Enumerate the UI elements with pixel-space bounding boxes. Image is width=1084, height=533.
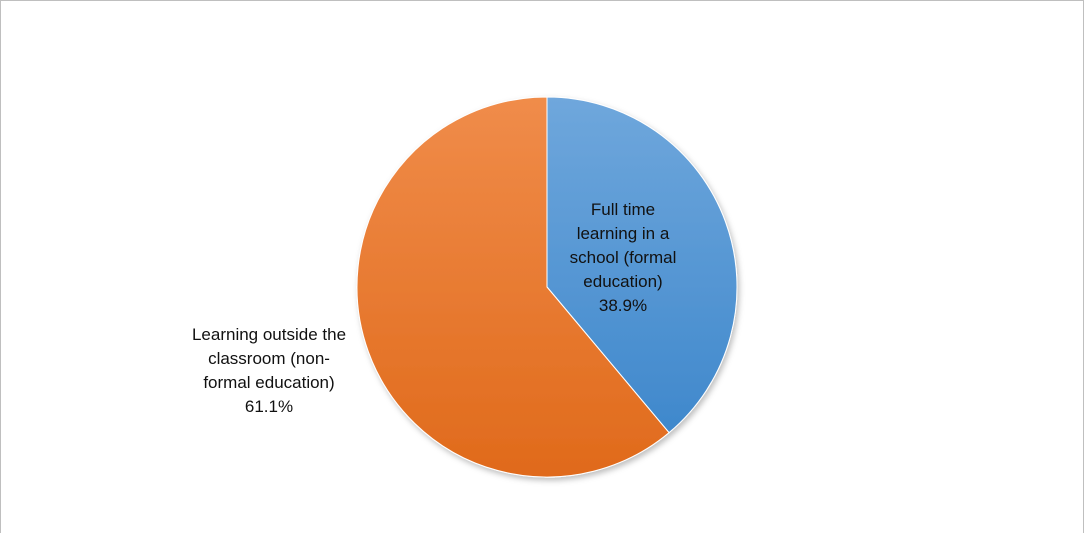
slice-label-line: classroom (non- (208, 349, 330, 368)
pie-slice-1 (356, 96, 670, 478)
slice-label-1: Learning outside the classroom (non-forma… (192, 325, 346, 416)
slice-label-line: education) (583, 272, 662, 291)
pie-slice-0 (546, 96, 738, 434)
slice-label-line: formal education) (203, 373, 334, 392)
slice-value-label-0: 38.9% (599, 296, 647, 315)
slice-label-0: Full time learning in a school (formal educ… (570, 200, 677, 315)
slice-label-line: learning in a (577, 224, 670, 243)
slice-label-line: school (formal (570, 248, 677, 267)
slice-label-line: Full time (591, 200, 655, 219)
slice-value-label-1: 61.1% (245, 397, 293, 416)
slice-label-line: Learning outside the (192, 325, 346, 344)
pie-slices (356, 96, 738, 478)
pie-labels: Full time learning in a school (formal educ… (192, 200, 676, 416)
